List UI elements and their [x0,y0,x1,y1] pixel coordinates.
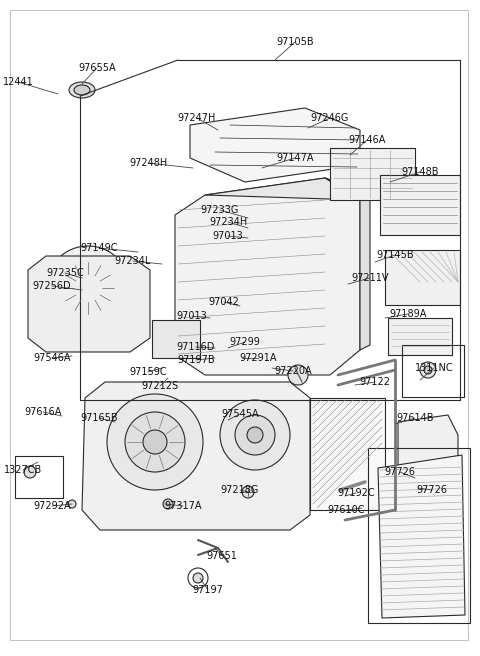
Text: 97165B: 97165B [80,413,118,423]
Text: 1327CB: 1327CB [4,465,42,475]
Text: 97149C: 97149C [80,243,118,253]
Circle shape [288,365,308,385]
Circle shape [242,486,254,498]
Text: 97042: 97042 [209,297,240,307]
Circle shape [424,366,432,374]
Text: 97610C: 97610C [327,505,365,515]
Text: 97192C: 97192C [337,488,375,498]
Text: 97248H: 97248H [129,158,167,168]
Text: 97233G: 97233G [201,205,239,215]
Text: 1311NC: 1311NC [415,363,453,373]
Bar [368,448,470,623]
Polygon shape [190,108,360,182]
Ellipse shape [74,85,90,95]
Text: 97234H: 97234H [209,217,247,227]
Circle shape [24,466,36,478]
Circle shape [220,400,290,470]
Text: 97247H: 97247H [178,113,216,123]
Text: 97145B: 97145B [376,250,414,260]
Text: 97291A: 97291A [239,353,277,363]
Text: 97147A: 97147A [276,153,314,163]
Text: 97726: 97726 [417,485,447,495]
Circle shape [46,246,130,330]
Text: 97146A: 97146A [348,135,386,145]
Text: 97235C: 97235C [46,268,84,278]
Text: 97105B: 97105B [276,37,314,47]
Text: 97197: 97197 [192,585,223,595]
Circle shape [163,499,173,509]
Text: 97256D: 97256D [33,281,72,291]
Text: 97189A: 97189A [389,309,427,319]
Text: 97655A: 97655A [78,63,116,73]
Circle shape [247,427,263,443]
Text: 97651: 97651 [206,551,238,561]
Text: 12441: 12441 [2,77,34,87]
Circle shape [76,276,100,300]
Polygon shape [380,175,460,235]
Text: 97545A: 97545A [221,409,259,419]
Circle shape [68,500,76,508]
Circle shape [193,573,203,583]
Text: 97148B: 97148B [401,167,439,177]
Text: 97197B: 97197B [177,355,215,365]
Circle shape [420,362,436,378]
Text: 97726: 97726 [384,467,416,477]
Text: 97013: 97013 [213,231,243,241]
Polygon shape [388,318,452,355]
Text: 97317A: 97317A [164,501,202,511]
Polygon shape [82,382,310,530]
Text: 97116D: 97116D [177,342,215,352]
Polygon shape [28,256,150,352]
Text: 97234L: 97234L [115,256,151,266]
Bar [15,456,63,498]
Text: 97013: 97013 [177,311,207,321]
Polygon shape [175,178,360,375]
Polygon shape [385,250,460,305]
Text: 97614B: 97614B [396,413,434,423]
Circle shape [188,568,208,588]
Circle shape [235,415,275,455]
Text: 97218G: 97218G [221,485,259,495]
Circle shape [60,260,116,316]
Text: 97616A: 97616A [24,407,62,417]
Polygon shape [378,455,465,618]
Text: 97212S: 97212S [142,381,179,391]
Bar [152,320,200,358]
Polygon shape [310,398,385,510]
Polygon shape [398,415,458,495]
Polygon shape [205,178,370,200]
Text: 97299: 97299 [229,337,261,347]
Text: 97292A: 97292A [33,501,71,511]
Circle shape [125,412,185,472]
Text: 97159C: 97159C [129,367,167,377]
Text: 97211V: 97211V [351,273,389,283]
Circle shape [107,394,203,490]
Polygon shape [325,178,370,350]
Text: 97546A: 97546A [33,353,71,363]
Text: 97122: 97122 [360,377,391,387]
Text: 97246G: 97246G [311,113,349,123]
Text: 97220A: 97220A [274,366,312,376]
Bar [402,345,464,397]
Circle shape [143,430,167,454]
Polygon shape [330,148,415,200]
Ellipse shape [69,82,95,98]
